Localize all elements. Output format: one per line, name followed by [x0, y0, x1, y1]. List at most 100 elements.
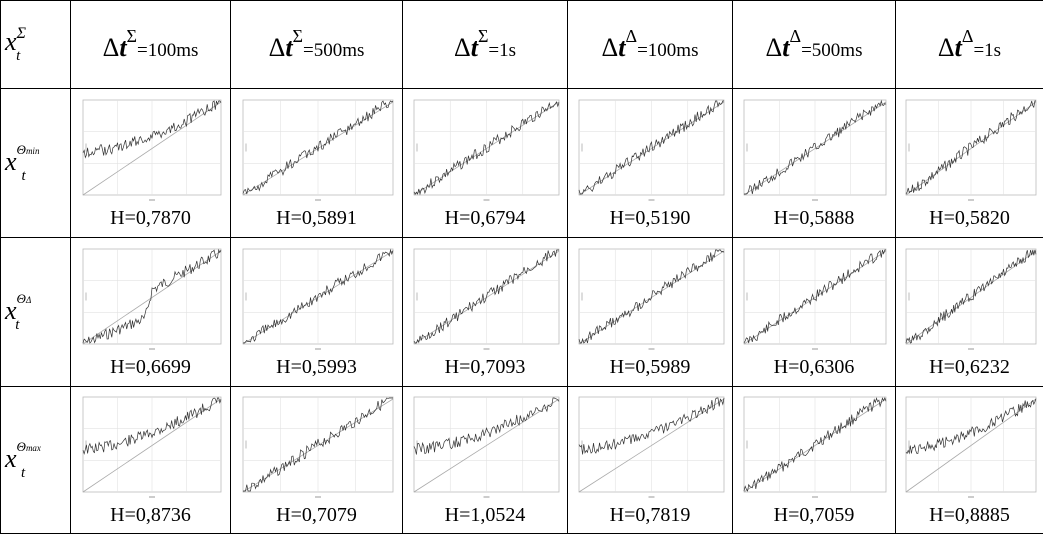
- plot-thumbnail: [900, 97, 1040, 207]
- hurst-value: H=0,5989: [568, 356, 732, 379]
- plot-cell: H=0,6306: [733, 238, 896, 387]
- t-symbol: t: [119, 33, 126, 62]
- t-symbol: t: [782, 33, 789, 62]
- plot-cell: H=0,5993: [231, 238, 403, 387]
- hurst-value: H=0,5190: [568, 207, 732, 230]
- plot-cell: H=0,6232: [896, 238, 1043, 387]
- plot-cell: H=0,8885: [896, 387, 1043, 534]
- row-label-sub: t: [21, 465, 25, 481]
- t-symbol: t: [955, 33, 962, 62]
- row-label-theta-delta: xΘΔt: [1, 238, 71, 387]
- plot-cell: H=1,0524: [403, 387, 568, 534]
- hurst-value: H=0,7059: [733, 504, 895, 527]
- corner-base: x: [5, 27, 17, 56]
- hurst-value: H=0,5993: [231, 356, 402, 379]
- row-label-sub: t: [15, 317, 19, 333]
- plot-cell: H=0,5989: [568, 238, 733, 387]
- plot-cell: H=0,5190: [568, 89, 733, 238]
- plot-thumbnail: [237, 97, 397, 207]
- corner-sup: Σ: [17, 25, 27, 42]
- row-label-sup-small: min: [26, 146, 40, 156]
- col-header-sum-500ms: ΔtΣ=500ms: [231, 1, 403, 89]
- hurst-value: H=0,7079: [231, 504, 402, 527]
- plot-thumbnail: [900, 246, 1040, 356]
- hurst-value: H=0,6232: [896, 356, 1043, 379]
- hurst-value: H=0,7093: [403, 356, 567, 379]
- plot-thumbnail: [77, 246, 225, 356]
- superscript: Σ: [478, 26, 488, 46]
- plot-cell: H=0,7870: [71, 89, 231, 238]
- delta-symbol: Δ: [103, 33, 120, 62]
- superscript: Σ: [127, 26, 137, 46]
- hurst-value: H=0,5891: [231, 207, 402, 230]
- plot-thumbnail: [408, 246, 563, 356]
- plot-cell: H=0,7093: [403, 238, 568, 387]
- delta-symbol: Δ: [269, 33, 286, 62]
- plot-cell: H=0,5888: [733, 89, 896, 238]
- plot-cell: H=0,7059: [733, 387, 896, 534]
- plot-cell: H=0,5820: [896, 89, 1043, 238]
- row-label-sup: Θ: [17, 142, 26, 157]
- interval-value: =1s: [973, 40, 1001, 61]
- hurst-value: H=0,5820: [896, 207, 1043, 230]
- plot-thumbnail: [738, 246, 890, 356]
- plot-thumbnail: [408, 97, 563, 207]
- superscript: Δ: [626, 26, 638, 46]
- hurst-value: H=0,6794: [403, 207, 567, 230]
- hurst-value: H=0,6306: [733, 356, 895, 379]
- delta-symbol: Δ: [766, 33, 783, 62]
- col-header-delta-1s: ΔtΔ=1s: [896, 1, 1043, 89]
- plot-cell: H=0,7819: [568, 387, 733, 534]
- row-label-sup: Θ: [17, 291, 26, 306]
- plot-thumbnail: [573, 246, 728, 356]
- plot-cell: H=0,5891: [231, 89, 403, 238]
- plot-cell: H=0,6794: [403, 89, 568, 238]
- t-symbol: t: [618, 33, 625, 62]
- header-row: xΣt ΔtΣ=100ms ΔtΣ=500ms ΔtΣ=1s ΔtΔ=100ms…: [1, 1, 1043, 89]
- hurst-value: H=0,8736: [71, 504, 230, 527]
- row-label-base: x: [5, 444, 17, 473]
- corner-sub: t: [16, 48, 20, 64]
- plot-thumbnail: [408, 394, 563, 504]
- hurst-value: H=0,7819: [568, 504, 732, 527]
- plot-cell: H=0,7079: [231, 387, 403, 534]
- hurst-value: H=0,8885: [896, 504, 1043, 527]
- plot-thumbnail: [573, 394, 728, 504]
- superscript: Δ: [962, 26, 974, 46]
- interval-value: =500ms: [801, 40, 862, 61]
- col-header-sum-100ms: ΔtΣ=100ms: [71, 1, 231, 89]
- row-label-sub: t: [21, 168, 25, 184]
- row-label-sup-small: Δ: [26, 295, 31, 305]
- interval-value: =100ms: [137, 40, 198, 61]
- superscript: Δ: [790, 26, 802, 46]
- delta-symbol: Δ: [938, 33, 955, 62]
- row-label-theta-max: xΘmaxt: [1, 387, 71, 534]
- row-theta-max: xΘmaxt H=0,8736 H=0,7079 H=1,0524 H=0,78…: [1, 387, 1043, 534]
- col-header-sum-1s: ΔtΣ=1s: [403, 1, 568, 89]
- superscript: Σ: [293, 26, 303, 46]
- interval-value: =100ms: [637, 40, 698, 61]
- plot-thumbnail: [738, 394, 890, 504]
- row-label-theta-min: xΘmin t: [1, 89, 71, 238]
- hurst-value: H=0,7870: [71, 207, 230, 230]
- plot-thumbnail: [573, 97, 728, 207]
- col-header-delta-100ms: ΔtΔ=100ms: [568, 1, 733, 89]
- plot-thumbnail: [77, 394, 225, 504]
- interval-value: =1s: [488, 40, 516, 61]
- delta-symbol: Δ: [602, 33, 619, 62]
- interval-value: =500ms: [303, 40, 364, 61]
- row-theta-delta: xΘΔt H=0,6699 H=0,5993 H=0,7093 H=0,5989…: [1, 238, 1043, 387]
- t-symbol: t: [471, 33, 478, 62]
- row-label-sup: Θ: [17, 439, 26, 454]
- plot-cell: H=0,8736: [71, 387, 231, 534]
- col-header-delta-500ms: ΔtΔ=500ms: [733, 1, 896, 89]
- plot-thumbnail: [900, 394, 1040, 504]
- delta-symbol: Δ: [454, 33, 471, 62]
- plot-thumbnail: [738, 97, 890, 207]
- t-symbol: t: [285, 33, 292, 62]
- hurst-value: H=1,0524: [403, 504, 567, 527]
- plot-thumbnail: [237, 394, 397, 504]
- row-label-base: x: [5, 147, 17, 176]
- plot-cell: H=0,6699: [71, 238, 231, 387]
